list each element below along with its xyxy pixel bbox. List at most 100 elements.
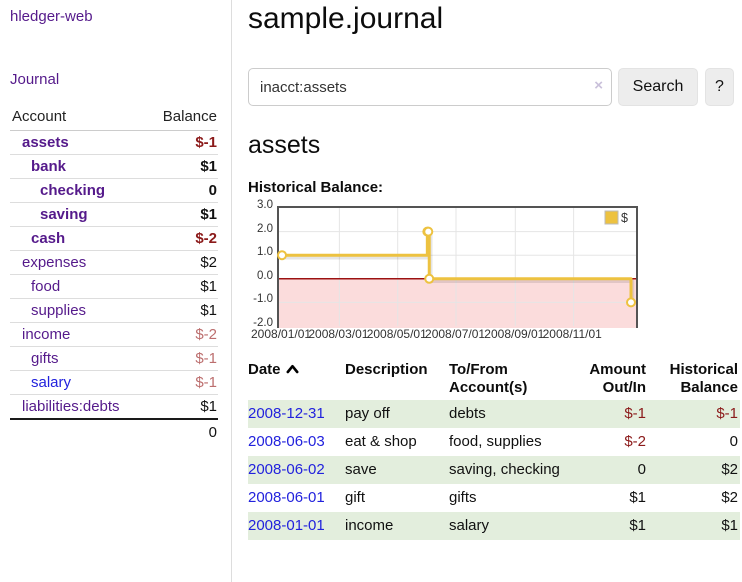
sidebar-account-row: checking 0 <box>10 178 218 203</box>
register-cell-accounts: salary <box>449 512 571 540</box>
register-header-date[interactable]: Date <box>248 361 345 400</box>
transaction-date-link[interactable]: 2008-12-31 <box>248 405 325 422</box>
register-row: 2008-06-02 save saving, checking 0 $2 <box>248 456 740 484</box>
sidebar-account-link-gifts[interactable]: gifts <box>31 350 59 367</box>
sidebar-account-balance: $2 <box>146 250 218 275</box>
app-brand-link[interactable]: hledger-web <box>10 8 93 25</box>
accounts-total-row: 0 <box>10 418 218 444</box>
sidebar-account-row: expenses $2 <box>10 250 218 275</box>
sidebar-account-link-liabilities-debts[interactable]: liabilities:debts <box>22 398 120 415</box>
sidebar-account-balance: $1 <box>146 154 218 179</box>
historical-balance-chart: $ 3.0 2.0 1.0 0.0 -1.0 -2.0 2008/01/01 2008/03… <box>244 199 644 345</box>
transaction-date-link[interactable]: 2008-06-03 <box>248 433 325 450</box>
register-cell-accounts: food, supplies <box>449 433 542 450</box>
register-row: 2008-01-01 income salary $1 $1 <box>248 512 740 540</box>
sidebar-account-row: liabilities:debts $1 <box>10 394 218 420</box>
chart-x-tick-label: 2008/07/01 <box>425 327 486 341</box>
register-cell-date: 2008-06-01 <box>248 484 345 512</box>
chart-x-tick-label: 2008/01/01 <box>251 327 312 341</box>
register-cell-amount: $1 <box>629 489 646 506</box>
register-cell-description: eat & shop <box>345 433 417 450</box>
clear-search-icon[interactable]: × <box>594 77 603 94</box>
sidebar-account-link-salary[interactable]: salary <box>31 374 72 391</box>
sidebar-account-balance: $-1 <box>146 346 218 371</box>
register-table-body: 2008-12-31 pay off debts $-1 $-1 2008-06-03 ea… <box>248 400 740 540</box>
sidebar-account-row: salary $-1 <box>10 370 218 395</box>
sidebar-account-link-bank[interactable]: bank <box>31 158 67 175</box>
register-cell-description: income <box>345 512 449 540</box>
sidebar-account-row: supplies $1 <box>10 298 218 323</box>
register-cell-balance: $2 <box>721 489 738 506</box>
sidebar-account-row: income $-2 <box>10 322 218 347</box>
register-cell-description: gift <box>345 489 366 506</box>
help-button[interactable]: ? <box>705 68 734 106</box>
register-cell-amount: $-2 <box>624 433 646 450</box>
transaction-date-link[interactable]: 2008-06-01 <box>248 489 325 506</box>
search-box: × <box>248 68 612 106</box>
sort-ascending-icon <box>286 361 299 379</box>
sidebar-item-journal[interactable]: Journal <box>10 71 60 88</box>
chart-y-tick-label: -2.0 <box>253 317 273 329</box>
sidebar-account-balance: $1 <box>146 202 218 227</box>
sidebar: hledger-web Journal Account Balance asse… <box>0 0 232 582</box>
sidebar-account-link-expenses[interactable]: expenses <box>22 254 87 271</box>
register-cell-accounts: saving, checking <box>449 456 571 484</box>
sidebar-account-row: saving $1 <box>10 202 218 227</box>
register-cell-balance: $2 <box>648 456 740 484</box>
register-row: 2008-06-03 eat & shop food, supplies $-2 0 <box>248 428 740 456</box>
chart-x-tick-label: 2008/05/01 <box>366 327 427 341</box>
register-header-description[interactable]: Description <box>345 361 428 378</box>
sidebar-account-balance: $-2 <box>146 322 218 347</box>
sidebar-account-link-assets[interactable]: assets <box>22 134 69 151</box>
account-heading: assets <box>248 131 321 159</box>
accounts-header-account: Account <box>10 104 147 131</box>
sidebar-account-balance: $-2 <box>146 226 218 251</box>
sidebar-account-link-food[interactable]: food <box>31 278 61 295</box>
sidebar-account-balance: $1 <box>146 298 218 323</box>
chart-plot-area: $ <box>277 206 638 328</box>
register-cell-amount: 0 <box>571 456 648 484</box>
page-title: sample.journal <box>248 2 444 35</box>
register-cell-date: 2008-06-02 <box>248 456 345 484</box>
chart-y-tick-label: 3.0 <box>257 199 273 211</box>
register-header-amount[interactable]: Amount Out/In <box>589 361 646 396</box>
chart-y-tick-label: 0.0 <box>257 269 273 282</box>
sidebar-account-row: bank $1 <box>10 154 218 179</box>
svg-text:$: $ <box>621 211 628 225</box>
sidebar-account-link-checking[interactable]: checking <box>40 182 106 199</box>
transaction-date-link[interactable]: 2008-06-02 <box>248 461 325 478</box>
sidebar-account-link-saving[interactable]: saving <box>40 206 88 223</box>
search-input[interactable] <box>248 68 612 106</box>
sidebar-account-row: assets $-1 <box>10 130 218 155</box>
register-cell-accounts: gifts <box>449 489 477 506</box>
register-cell-balance: $-1 <box>648 400 740 428</box>
sidebar-account-link-supplies[interactable]: supplies <box>31 302 87 319</box>
chart-x-tick-label: 2008/09/01 <box>484 327 545 341</box>
chart-x-tick-label: 2008/11/01 <box>542 327 602 341</box>
register-header-balance[interactable]: Historical Balance <box>669 361 738 396</box>
chart-y-tick-label: 2.0 <box>257 222 273 235</box>
chart-y-tick-label: 1.0 <box>257 246 273 259</box>
search-button[interactable]: Search <box>618 68 698 106</box>
sidebar-account-balance: $1 <box>146 394 218 420</box>
register-cell-amount: $1 <box>571 512 648 540</box>
register-table: Date Description To/From Account(s) Amou… <box>248 361 740 540</box>
historical-balance-label: Historical Balance: <box>248 179 384 196</box>
sidebar-account-link-cash[interactable]: cash <box>31 230 66 247</box>
sidebar-account-balance: $-1 <box>146 370 218 395</box>
sidebar-account-link-income[interactable]: income <box>22 326 71 343</box>
register-cell-balance: $1 <box>648 512 740 540</box>
register-cell-date: 2008-12-31 <box>248 400 345 428</box>
register-cell-date: 2008-01-01 <box>248 512 345 540</box>
register-header-accounts[interactable]: To/From Account(s) <box>449 361 528 396</box>
register-cell-date: 2008-06-03 <box>248 428 345 456</box>
register-cell-description: pay off <box>345 400 449 428</box>
transaction-date-link[interactable]: 2008-01-01 <box>248 517 325 534</box>
sidebar-account-balance: $-1 <box>146 130 218 155</box>
register-cell-balance: 0 <box>729 433 738 450</box>
chart-x-tick-label: 2008/03/01 <box>308 327 369 341</box>
register-row: 2008-06-01 gift gifts $1 $2 <box>248 484 740 512</box>
accounts-header-balance: Balance <box>146 104 218 131</box>
search-form: × Search ? <box>248 68 734 106</box>
register-cell-accounts: debts <box>449 400 571 428</box>
